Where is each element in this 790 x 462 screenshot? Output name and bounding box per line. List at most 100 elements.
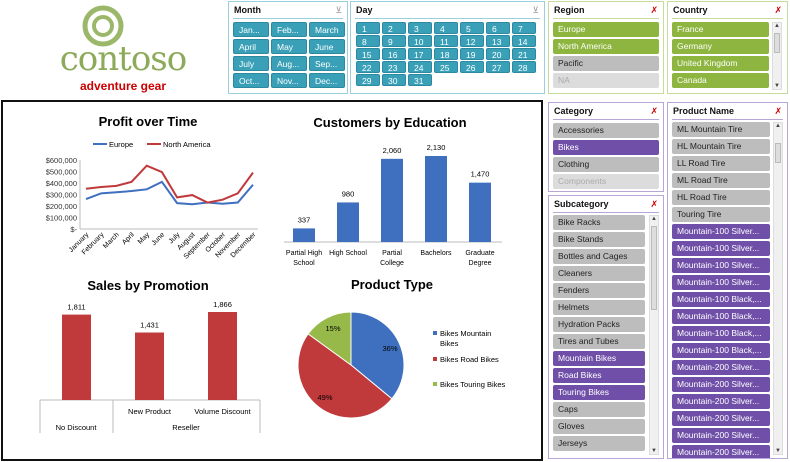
country-scrollbar[interactable]: ▲ ▼ [772,22,782,90]
category-item[interactable]: Accessories [553,123,659,138]
day-item[interactable]: 11 [434,35,458,47]
product-item[interactable]: Mountain-100 Black,... [672,326,770,341]
region-item[interactable]: NA [553,73,659,88]
subcategory-item[interactable]: Cleaners [553,266,645,281]
product-item[interactable]: Mountain-100 Silver... [672,258,770,273]
day-item[interactable]: 7 [512,22,536,34]
subcategory-item[interactable]: Hydration Packs [553,317,645,332]
month-item[interactable]: May [271,39,307,54]
subcategory-item[interactable]: Helmets [553,300,645,315]
day-item[interactable]: 15 [356,48,380,60]
product-item[interactable]: Mountain-200 Silver... [672,428,770,443]
day-item[interactable]: 22 [356,61,380,73]
subcategory-item[interactable]: Jerseys [553,436,645,451]
day-item[interactable]: 27 [486,61,510,73]
day-item[interactable]: 1 [356,22,380,34]
clear-filter-icon[interactable]: ✗ [650,199,658,209]
country-item[interactable]: France [672,22,769,37]
product-item[interactable]: HL Road Tire [672,190,770,205]
day-item[interactable]: 3 [408,22,432,34]
clear-filter-icon[interactable]: ✗ [650,5,658,15]
day-item[interactable]: 31 [408,74,432,86]
month-item[interactable]: Oct... [233,73,269,88]
country-item[interactable]: United Kingdom [672,56,769,71]
product-item[interactable]: Mountain-100 Silver... [672,224,770,239]
day-item[interactable]: 14 [512,35,536,47]
product-item[interactable]: Touring Tire [672,207,770,222]
x-tick-label: Partial High School [286,250,322,267]
subcategory-item[interactable]: Caps [553,402,645,417]
category-item[interactable]: Components [553,174,659,189]
month-item[interactable]: Dec... [309,73,345,88]
clear-filter-icon[interactable]: ✗ [774,5,782,15]
subcategory-item[interactable]: Bike Stands [553,232,645,247]
day-item[interactable]: 16 [382,48,406,60]
product-item[interactable]: Mountain-100 Silver... [672,275,770,290]
month-item[interactable]: April [233,39,269,54]
day-item[interactable]: 21 [512,48,536,60]
product-scrollbar[interactable]: ▲ ▼ [773,122,783,455]
country-item[interactable]: Canada [672,73,769,88]
month-item[interactable]: July [233,56,269,71]
subcategory-item[interactable]: Mountain Bikes [553,351,645,366]
product-item[interactable]: Mountain-200 Silver... [672,377,770,392]
product-item[interactable]: Mountain-100 Black,... [672,309,770,324]
day-item[interactable]: 13 [486,35,510,47]
day-item[interactable]: 5 [460,22,484,34]
day-item[interactable]: 28 [512,61,536,73]
clear-filter-icon[interactable]: ✗ [650,106,658,116]
subcategory-item[interactable]: Gloves [553,419,645,434]
product-item[interactable]: Mountain-200 Silver... [672,445,770,458]
product-item[interactable]: Mountain-100 Black,... [672,343,770,358]
product-item[interactable]: HL Mountain Tire [672,139,770,154]
month-item[interactable]: June [309,39,345,54]
region-item[interactable]: North America [553,39,659,54]
month-item[interactable]: March [309,22,345,37]
product-item[interactable]: Mountain-100 Silver... [672,241,770,256]
month-item[interactable]: Nov... [271,73,307,88]
day-item[interactable]: 6 [486,22,510,34]
day-item[interactable]: 8 [356,35,380,47]
clear-filter-icon[interactable]: ✗ [774,106,782,116]
month-item[interactable]: Sep... [309,56,345,71]
day-item[interactable]: 12 [460,35,484,47]
subcategory-scrollbar[interactable]: ▲ ▼ [649,215,659,455]
month-item[interactable]: Aug... [271,56,307,71]
product-item[interactable]: Mountain-200 Silver... [672,360,770,375]
product-item[interactable]: ML Mountain Tire [672,122,770,137]
day-item[interactable]: 10 [408,35,432,47]
category-item[interactable]: Bikes [553,140,659,155]
day-item[interactable]: 29 [356,74,380,86]
day-item[interactable]: 9 [382,35,406,47]
subcategory-item[interactable]: Tires and Tubes [553,334,645,349]
subcategory-item[interactable]: Bottles and Cages [553,249,645,264]
category-item[interactable]: Clothing [553,157,659,172]
day-item[interactable]: 19 [460,48,484,60]
subcategory-item[interactable]: Road Bikes [553,368,645,383]
product-item[interactable]: Mountain-200 Silver... [672,394,770,409]
day-item[interactable]: 2 [382,22,406,34]
month-item[interactable]: Jan... [233,22,269,37]
day-item[interactable]: 25 [434,61,458,73]
day-item[interactable]: 4 [434,22,458,34]
day-item[interactable]: 17 [408,48,432,60]
day-item[interactable]: 30 [382,74,406,86]
subcategory-item[interactable]: Fenders [553,283,645,298]
product-item[interactable]: Mountain-200 Silver... [672,411,770,426]
product-item[interactable]: Mountain-100 Black,... [672,292,770,307]
day-item[interactable]: 24 [408,61,432,73]
day-item[interactable]: 26 [460,61,484,73]
subcategory-item[interactable]: Touring Bikes [553,385,645,400]
month-item[interactable]: Feb... [271,22,307,37]
country-item[interactable]: Germany [672,39,769,54]
product-item[interactable]: LL Road Tire [672,156,770,171]
day-item[interactable]: 20 [486,48,510,60]
region-item[interactable]: Europe [553,22,659,37]
product-item[interactable]: ML Road Tire [672,173,770,188]
subcategory-item[interactable]: Bike Racks [553,215,645,230]
day-item[interactable]: 23 [382,61,406,73]
day-item[interactable]: 18 [434,48,458,60]
clear-filter-icon[interactable]: ⊻ [532,5,539,15]
clear-filter-icon[interactable]: ⊻ [335,5,342,15]
region-item[interactable]: Pacific [553,56,659,71]
